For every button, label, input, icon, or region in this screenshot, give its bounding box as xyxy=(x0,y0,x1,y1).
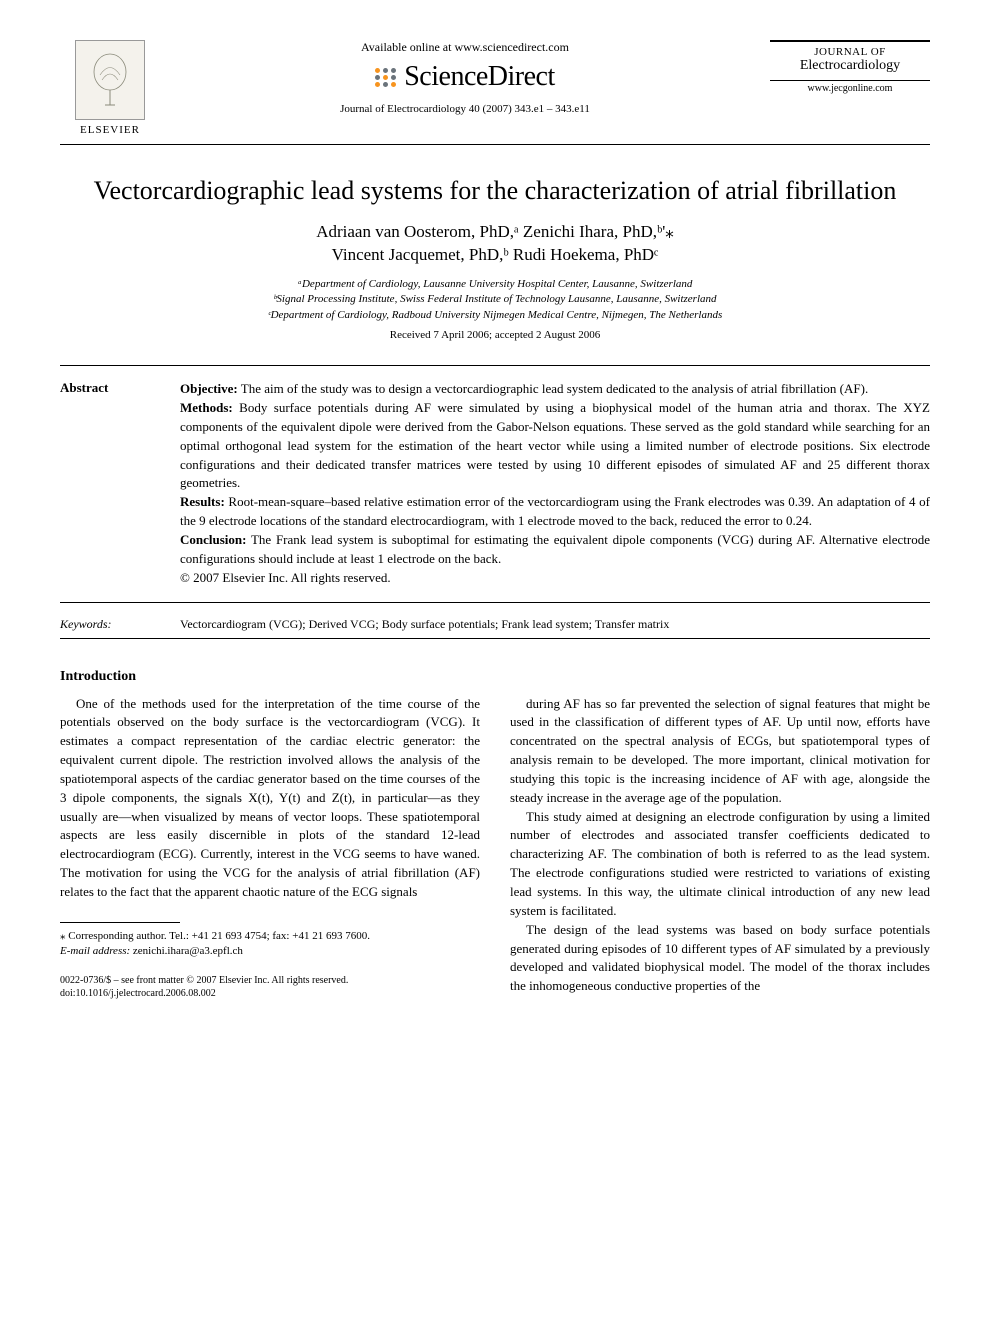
sciencedirect-logo: ScienceDirect xyxy=(160,61,770,93)
objective-label: Objective: xyxy=(180,381,238,396)
footnote-email-label: E-mail address: xyxy=(60,945,130,957)
available-online-text: Available online at www.sciencedirect.co… xyxy=(160,40,770,55)
authors: Adriaan van Oosterom, PhD,ᵃ Zenichi Ihar… xyxy=(60,220,930,268)
methods-label: Methods: xyxy=(180,400,233,415)
footnote-rule xyxy=(60,922,180,923)
article-title: Vectorcardiographic lead systems for the… xyxy=(60,175,930,208)
sciencedirect-wordmark: ScienceDirect xyxy=(404,61,555,93)
methods-text: Body surface potentials during AF were s… xyxy=(180,400,930,490)
affiliation-a: ᵃDepartment of Cardiology, Lausanne Univ… xyxy=(60,277,930,292)
authors-line2: Vincent Jacquemet, PhD,ᵇ Rudi Hoekema, P… xyxy=(332,245,659,264)
footer-copyright: 0022-0736/$ – see front matter © 2007 El… xyxy=(60,974,480,1000)
right-column: during AF has so far prevented the selec… xyxy=(510,695,930,1000)
affiliations: ᵃDepartment of Cardiology, Lausanne Univ… xyxy=(60,277,930,323)
footnote-email: zenichi.ihara@a3.epfl.ch xyxy=(130,945,243,957)
header: ELSEVIER Available online at www.science… xyxy=(60,40,930,136)
conclusion-text: The Frank lead system is suboptimal for … xyxy=(180,532,930,566)
elsevier-tree-icon xyxy=(75,40,145,120)
intro-p1: One of the methods used for the interpre… xyxy=(60,695,480,902)
abstract-copyright: © 2007 Elsevier Inc. All rights reserved… xyxy=(180,570,391,585)
footnote-corresponding: ⁎ Corresponding author. Tel.: +41 21 693… xyxy=(60,930,370,942)
results-text: Root-mean-square–based relative estimati… xyxy=(180,494,930,528)
keywords-row: Keywords: Vectorcardiogram (VCG); Derive… xyxy=(60,611,930,639)
intro-p3: This study aimed at designing an electro… xyxy=(510,808,930,921)
keywords-label: Keywords: xyxy=(60,617,150,632)
intro-p2: during AF has so far prevented the selec… xyxy=(510,695,930,808)
journal-name-line1: JOURNAL OF xyxy=(770,46,930,58)
affiliation-c: ᶜDepartment of Cardiology, Radboud Unive… xyxy=(60,308,930,323)
sciencedirect-dots-icon xyxy=(375,68,396,87)
results-label: Results: xyxy=(180,494,225,509)
abstract-block: Abstract Objective: The aim of the study… xyxy=(60,365,930,602)
conclusion-label: Conclusion: xyxy=(180,532,246,547)
journal-url: www.jecgonline.com xyxy=(770,80,930,94)
body-columns: One of the methods used for the interpre… xyxy=(60,695,930,1000)
footer-line1: 0022-0736/$ – see front matter © 2007 El… xyxy=(60,975,348,986)
abstract-text: Objective: The aim of the study was to d… xyxy=(180,380,930,587)
publisher-block: ELSEVIER xyxy=(60,40,160,136)
header-rule xyxy=(60,144,930,145)
received-dates: Received 7 April 2006; accepted 2 August… xyxy=(60,329,930,341)
intro-p4: The design of the lead systems was based… xyxy=(510,921,930,996)
header-center: Available online at www.sciencedirect.co… xyxy=(160,40,770,115)
authors-line1: Adriaan van Oosterom, PhD,ᵃ Zenichi Ihar… xyxy=(316,222,674,241)
intro-heading: Introduction xyxy=(60,669,930,685)
abstract-label: Abstract xyxy=(60,380,150,587)
footer-doi: doi:10.1016/j.jelectrocard.2006.08.002 xyxy=(60,988,216,999)
journal-name-line2: Electrocardiology xyxy=(770,58,930,74)
left-column: One of the methods used for the interpre… xyxy=(60,695,480,1000)
affiliation-b: ᵇSignal Processing Institute, Swiss Fede… xyxy=(60,292,930,307)
corresponding-author-footnote: ⁎ Corresponding author. Tel.: +41 21 693… xyxy=(60,929,480,960)
journal-citation: Journal of Electrocardiology 40 (2007) 3… xyxy=(160,103,770,115)
publisher-label: ELSEVIER xyxy=(80,124,140,136)
journal-title-block: JOURNAL OF Electrocardiology www.jecgonl… xyxy=(770,40,930,94)
keywords-text: Vectorcardiogram (VCG); Derived VCG; Bod… xyxy=(180,617,669,632)
objective-text: The aim of the study was to design a vec… xyxy=(238,381,868,396)
